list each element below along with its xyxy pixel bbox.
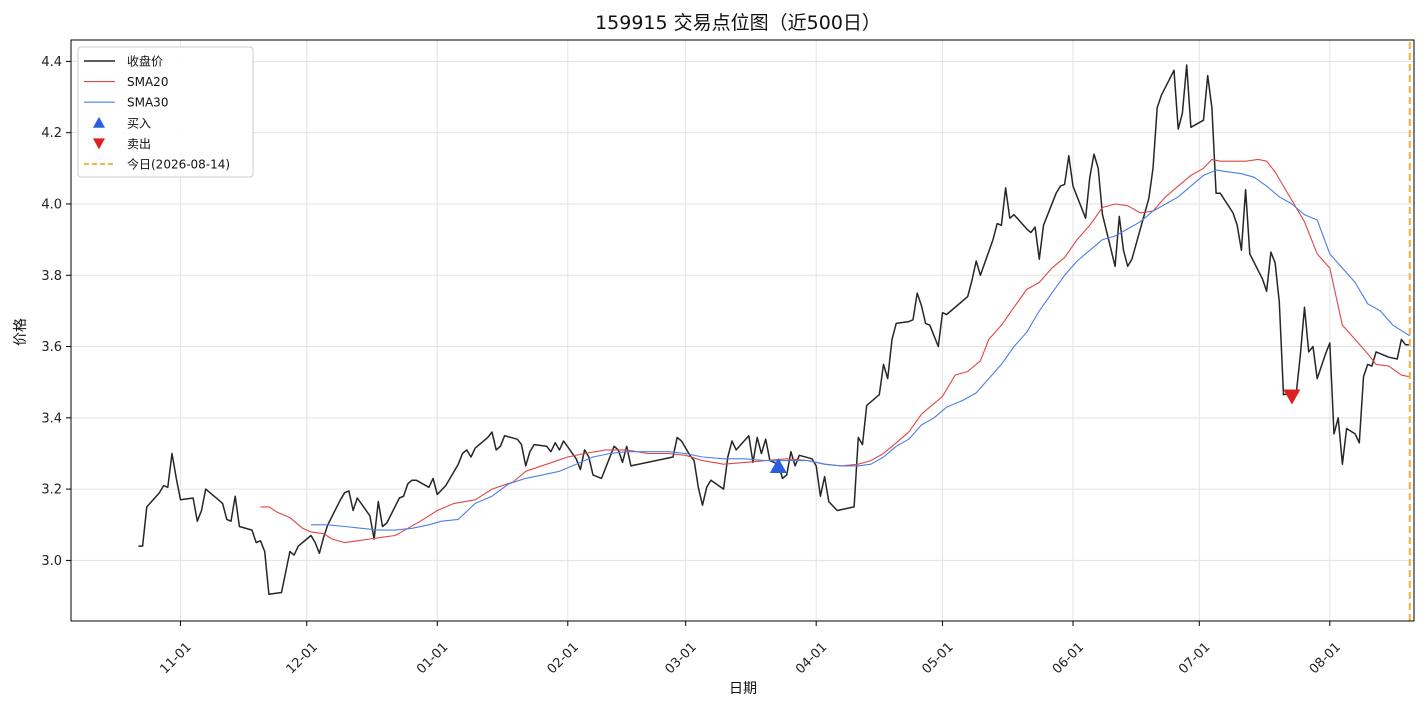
legend-label: 收盘价	[127, 54, 163, 69]
y-tick-label: 3.0	[41, 554, 62, 569]
plot-area	[138, 42, 1411, 621]
plot-frame	[70, 39, 1415, 622]
sell-marker	[1283, 389, 1301, 405]
y-tick-label: 3.4	[41, 411, 62, 426]
legend-box	[77, 46, 254, 178]
legend-label: SMA30	[127, 96, 168, 110]
y-axis-label: 价格	[13, 318, 29, 346]
close-price-line	[138, 64, 1410, 596]
legend-swatch	[93, 138, 105, 150]
legend-label: 卖出	[127, 137, 151, 151]
legend-label: 今日(2026-08-14)	[127, 157, 230, 172]
legend-label: SMA20	[127, 75, 168, 89]
buy-marker	[769, 457, 787, 473]
sma30-line	[311, 169, 1411, 531]
y-tick-label: 3.2	[41, 483, 62, 498]
legend-swatch	[93, 116, 105, 128]
sma20-line	[260, 158, 1410, 544]
chart-title: 159915 交易点位图（近500日）	[595, 12, 881, 34]
legend-label: 买入	[127, 116, 151, 130]
y-tick-label: 4.2	[41, 126, 62, 141]
y-tick-label: 4.4	[41, 55, 62, 70]
x-axis-label: 日期	[729, 681, 757, 697]
y-tick-label: 3.8	[41, 269, 62, 284]
y-tick-label: 4.0	[41, 197, 62, 212]
y-tick-label: 3.6	[41, 340, 62, 355]
